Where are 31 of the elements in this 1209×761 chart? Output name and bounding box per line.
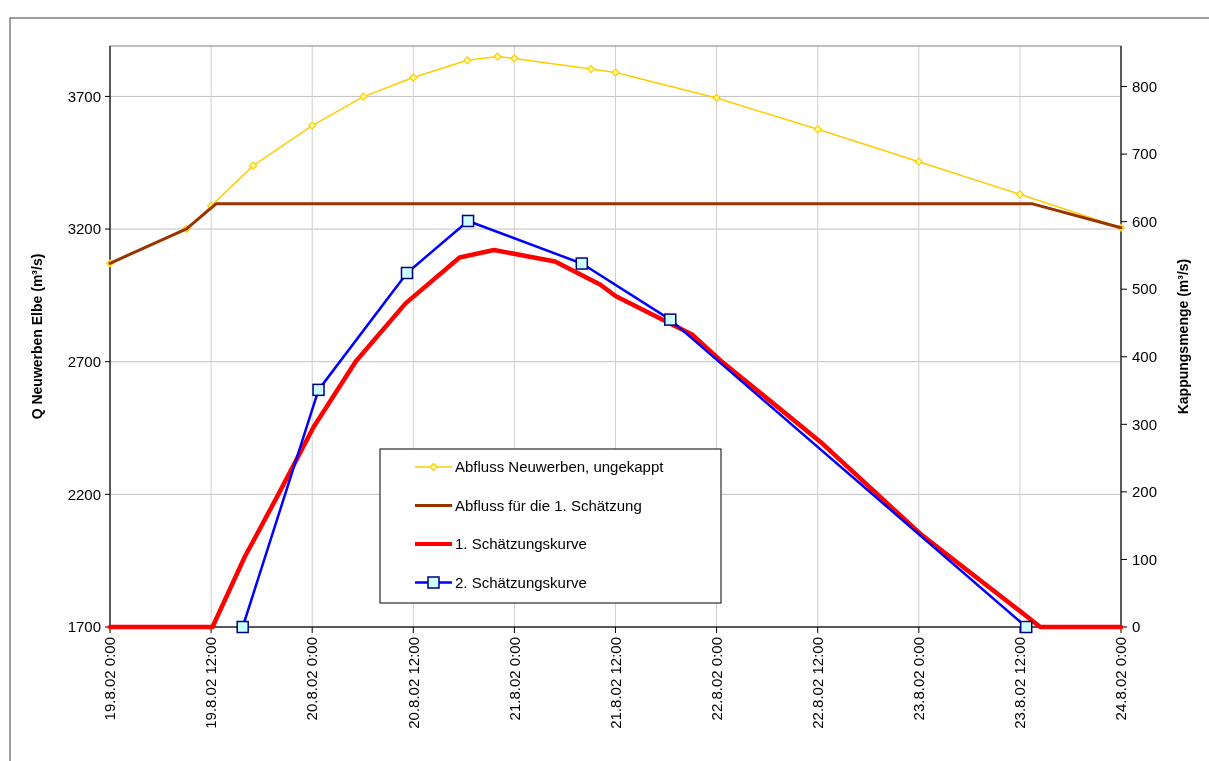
y2-tick-label: 800 <box>1132 77 1158 95</box>
x-tick-label: 20.8.02 12:00 <box>404 637 422 729</box>
y-tick-label: 2200 <box>67 485 101 503</box>
y2-tick-label: 400 <box>1132 348 1158 366</box>
legend-label: Abfluss Neuwerben, ungekappt <box>455 458 665 476</box>
x-tick-label: 24.8.02 0:00 <box>1112 637 1130 721</box>
y2-tick-label: 300 <box>1132 415 1158 433</box>
y-tick-label: 3200 <box>67 220 101 238</box>
legend-label: 2. Schätzungskurve <box>455 573 587 591</box>
legend-label: Abfluss für die 1. Schätzung <box>455 496 642 514</box>
x-tick-label: 19.8.02 0:00 <box>101 637 119 721</box>
y2-tick-label: 600 <box>1132 212 1158 230</box>
x-tick-label: 20.8.02 0:00 <box>303 637 321 721</box>
x-tick-label: 22.8.02 0:00 <box>707 637 725 721</box>
y-axis-title: Q Neuwerben Elbe (m³/s) <box>29 253 45 420</box>
y2-axis-title: Kappungsmenge (m³/s) <box>1175 258 1191 415</box>
y-tick-label: 1700 <box>67 618 101 636</box>
x-tick-label: 23.8.02 12:00 <box>1011 637 1029 729</box>
y-tick-label: 3700 <box>67 87 101 105</box>
y2-tick-label: 200 <box>1132 483 1158 501</box>
y2-tick-label: 500 <box>1132 280 1158 298</box>
legend-label: 1. Schätzungskurve <box>455 535 587 553</box>
y2-tick-label: 0 <box>1132 618 1141 636</box>
x-tick-label: 23.8.02 0:00 <box>910 637 928 721</box>
y2-tick-label: 100 <box>1132 550 1158 568</box>
x-tick-label: 22.8.02 12:00 <box>808 637 826 729</box>
x-tick-label: 21.8.02 12:00 <box>606 637 624 729</box>
y2-tick-label: 700 <box>1132 145 1158 163</box>
x-tick-label: 21.8.02 0:00 <box>505 637 523 721</box>
y-tick-label: 2700 <box>67 352 101 370</box>
x-tick-label: 19.8.02 12:00 <box>202 637 220 729</box>
